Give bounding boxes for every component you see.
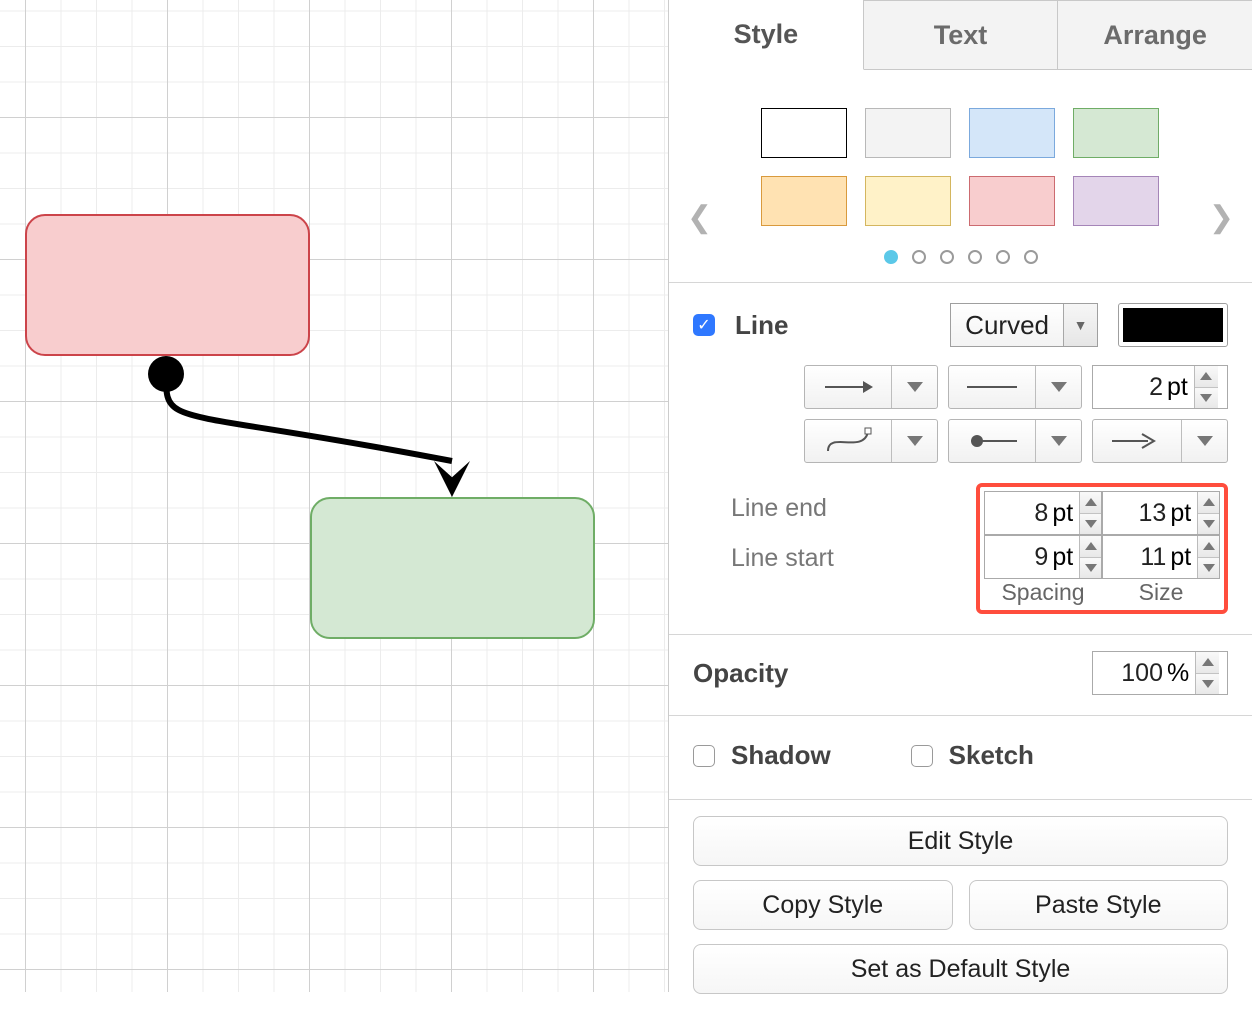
stepper-buttons[interactable] — [1197, 492, 1219, 534]
line-end-marker-button[interactable] — [1092, 419, 1228, 463]
line-checkbox[interactable]: ✓ — [693, 314, 715, 336]
stepper-down-icon[interactable] — [1195, 388, 1218, 409]
solid-line-icon — [949, 378, 1035, 396]
stepper-buttons[interactable] — [1079, 536, 1101, 578]
stepper-down-icon[interactable] — [1198, 514, 1219, 535]
stepper-up-icon[interactable] — [1196, 652, 1219, 674]
line-weight-value: 2 — [1093, 373, 1167, 402]
style-actions: Edit Style Copy Style Paste Style Set as… — [669, 800, 1252, 1014]
stepper-up-icon[interactable] — [1080, 536, 1101, 558]
opacity-section: Opacity 100 % — [669, 635, 1252, 716]
line-color-button[interactable] — [1118, 303, 1228, 347]
tab-text[interactable]: Text — [864, 0, 1059, 69]
shape-red-box[interactable] — [25, 214, 310, 356]
line-start-spacing-stepper[interactable]: 9 pt — [984, 535, 1102, 579]
curve-icon — [805, 426, 891, 456]
line-start-dot-icon — [949, 432, 1035, 450]
chevron-down-icon: ▼ — [1063, 304, 1097, 346]
chevron-down-icon — [891, 366, 937, 408]
shadow-checkbox[interactable] — [693, 745, 715, 767]
stepper-buttons[interactable] — [1195, 652, 1219, 694]
line-label: Line — [735, 310, 788, 341]
line-end-spacing-value: 8 — [985, 499, 1052, 528]
opacity-value: 100 — [1093, 659, 1167, 688]
line-start-label: Line start — [693, 544, 953, 573]
palette-swatch-4[interactable] — [761, 176, 847, 226]
waypoint-style-button[interactable] — [804, 419, 938, 463]
stepper-buttons[interactable] — [1194, 366, 1218, 408]
chevron-down-icon — [1035, 420, 1081, 462]
shape-green-box[interactable] — [310, 497, 595, 639]
palette-page-dot[interactable] — [940, 250, 954, 264]
palette-page-dot[interactable] — [884, 250, 898, 264]
line-end-size-value: 13 — [1103, 499, 1170, 528]
chevron-down-icon — [1035, 366, 1081, 408]
chevron-down-icon — [891, 420, 937, 462]
arrow-right-icon — [805, 378, 891, 396]
line-end-spacing-stepper[interactable]: 8 pt — [984, 491, 1102, 535]
palette-swatch-2[interactable] — [969, 108, 1055, 158]
stepper-buttons[interactable] — [1197, 536, 1219, 578]
palette-swatch-3[interactable] — [1073, 108, 1159, 158]
line-end-size-stepper[interactable]: 13 pt — [1102, 491, 1220, 535]
line-start-size-stepper[interactable]: 11 pt — [1102, 535, 1220, 579]
chevron-down-icon — [1181, 420, 1227, 462]
palette-page-dot[interactable] — [996, 250, 1010, 264]
line-dash-button[interactable] — [948, 365, 1082, 409]
line-style-select[interactable]: Curved ▼ — [950, 303, 1098, 347]
style-palette: ❮ ❯ — [669, 70, 1252, 283]
line-start-size-value: 11 — [1103, 543, 1170, 572]
stepper-up-icon[interactable] — [1195, 366, 1218, 388]
line-color-swatch — [1123, 308, 1223, 342]
line-start-spacing-value: 9 — [985, 543, 1052, 572]
format-panel: Style Text Arrange ❮ ❯ ✓ Line Curved ▼ — [669, 0, 1252, 992]
palette-page-dot[interactable] — [912, 250, 926, 264]
palette-next[interactable]: ❯ — [1209, 200, 1234, 235]
line-weight-unit: pt — [1167, 373, 1194, 402]
line-end-size-group: 8 pt 13 pt 9 — [976, 483, 1228, 614]
sketch-checkbox[interactable] — [911, 745, 933, 767]
edit-style-button[interactable]: Edit Style — [693, 816, 1228, 866]
line-section: ✓ Line Curved ▼ — [669, 283, 1252, 635]
copy-style-button[interactable]: Copy Style — [693, 880, 953, 930]
palette-swatch-5[interactable] — [865, 176, 951, 226]
stepper-up-icon[interactable] — [1198, 536, 1219, 558]
palette-swatch-0[interactable] — [761, 108, 847, 158]
opacity-stepper[interactable]: 100 % — [1092, 651, 1228, 695]
canvas-grid — [0, 0, 668, 992]
canvas[interactable] — [0, 0, 669, 992]
stepper-up-icon[interactable] — [1080, 492, 1101, 514]
format-tabs: Style Text Arrange — [669, 0, 1252, 70]
stepper-down-icon[interactable] — [1196, 674, 1219, 695]
line-start-marker-button[interactable] — [948, 419, 1082, 463]
stepper-buttons[interactable] — [1079, 492, 1101, 534]
palette-swatch-7[interactable] — [1073, 176, 1159, 226]
spacing-column-label: Spacing — [984, 579, 1102, 606]
size-column-label: Size — [1102, 579, 1220, 606]
line-weight-stepper[interactable]: 2 pt — [1092, 365, 1228, 409]
set-default-style-button[interactable]: Set as Default Style — [693, 944, 1228, 994]
line-end-arrow-icon — [1093, 432, 1181, 450]
stepper-down-icon[interactable] — [1198, 558, 1219, 579]
stepper-up-icon[interactable] — [1198, 492, 1219, 514]
paste-style-button[interactable]: Paste Style — [969, 880, 1229, 930]
line-end-label: Line end — [693, 494, 953, 523]
palette-page-dot[interactable] — [968, 250, 982, 264]
effects-section: Shadow Sketch — [669, 716, 1252, 800]
palette-page-dot[interactable] — [1024, 250, 1038, 264]
stepper-down-icon[interactable] — [1080, 558, 1101, 579]
line-style-value: Curved — [951, 310, 1063, 341]
palette-prev[interactable]: ❮ — [687, 200, 712, 235]
tab-style[interactable]: Style — [669, 0, 864, 70]
tab-arrange[interactable]: Arrange — [1058, 0, 1252, 69]
sketch-label: Sketch — [949, 740, 1034, 771]
shadow-label: Shadow — [731, 740, 831, 771]
stepper-down-icon[interactable] — [1080, 514, 1101, 535]
arrow-direction-button[interactable] — [804, 365, 938, 409]
opacity-label: Opacity — [693, 658, 788, 689]
palette-swatch-1[interactable] — [865, 108, 951, 158]
palette-swatch-6[interactable] — [969, 176, 1055, 226]
